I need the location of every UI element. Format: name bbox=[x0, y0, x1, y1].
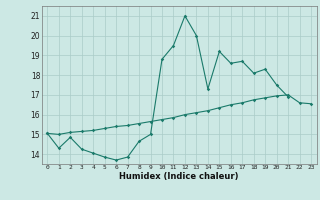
X-axis label: Humidex (Indice chaleur): Humidex (Indice chaleur) bbox=[119, 172, 239, 181]
